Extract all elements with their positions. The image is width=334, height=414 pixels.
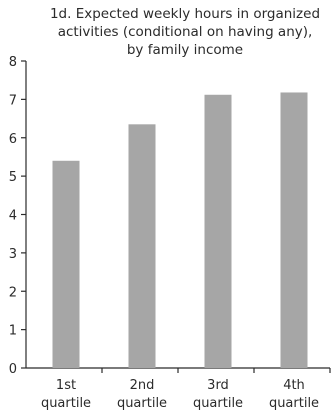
y-tick-label: 3 <box>9 247 17 262</box>
chart-title: 1d. Expected weekly hours in organized a… <box>36 5 334 59</box>
x-tick-label: 2nd <box>130 378 155 393</box>
x-tick-label: quartile <box>193 396 243 411</box>
y-tick-label: 0 <box>9 362 17 377</box>
x-tick-label: quartile <box>269 396 319 411</box>
chart-title-line-1: 1d. Expected weekly hours in organized <box>49 6 321 22</box>
y-tick-label: 1 <box>9 324 17 339</box>
bar <box>280 92 308 368</box>
chart-title-line-2: activities (conditional on having any), <box>57 24 313 40</box>
x-tick-label: quartile <box>41 396 91 411</box>
x-tick-label: 3rd <box>207 378 229 393</box>
y-tick-label: 7 <box>9 93 17 108</box>
x-tick-label: quartile <box>117 396 167 411</box>
x-tick-label: 1st <box>56 378 76 393</box>
bar <box>204 94 232 369</box>
bar <box>52 160 80 368</box>
y-tick-label: 8 <box>9 55 17 70</box>
x-tick-label: 4th <box>283 378 305 393</box>
y-tick-label: 4 <box>9 209 17 224</box>
y-tick-label: 5 <box>9 170 17 185</box>
bar <box>128 124 156 368</box>
y-tick-label: 6 <box>9 132 17 147</box>
y-tick-label: 2 <box>9 285 17 300</box>
chart-title-line-3: by family income <box>126 42 244 58</box>
